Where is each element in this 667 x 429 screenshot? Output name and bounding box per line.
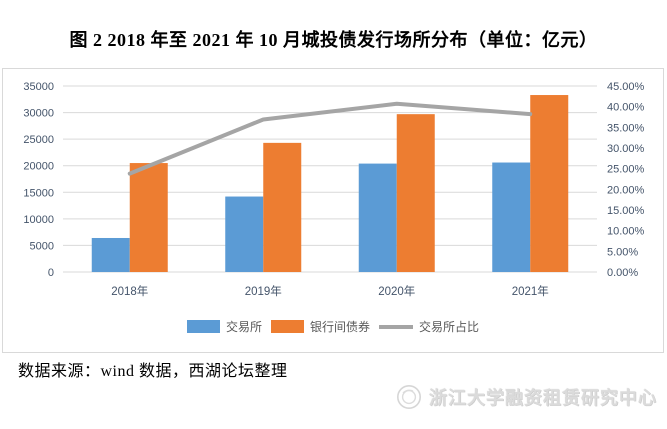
- left-axis-tick-label: 10000: [23, 214, 54, 226]
- left-axis-tick-label: 20000: [23, 161, 54, 173]
- right-axis-tick-label: 35.00%: [607, 122, 645, 134]
- right-axis-tick-label: 20.00%: [607, 184, 645, 196]
- data-source-note: 数据来源：wind 数据，西湖论坛整理: [18, 363, 288, 380]
- exchange-bar-swatch-icon: [186, 320, 220, 333]
- figure-title: 图 2 2018 年至 2021 年 10 月城投债发行场所分布（单位：亿元）: [69, 30, 598, 50]
- line-series-交易所占比: [127, 101, 533, 176]
- ratio-line-swatch-icon: [379, 324, 413, 329]
- x-axis-category-label: 2020年: [378, 284, 415, 298]
- interbank-bar-swatch-icon: [270, 320, 304, 333]
- legend-item-ratio: 交易所占比: [379, 318, 479, 335]
- bar-银行间债券-2021年: [530, 95, 569, 272]
- x-axis-category-label: 2019年: [245, 284, 282, 298]
- left-axis-tick-label: 30000: [23, 108, 54, 120]
- x-axis-category-label: 2018年: [111, 284, 148, 298]
- chart-plot: 0 5000 10000 15000 20000 25000 30000 35000 0.00%…: [23, 81, 645, 298]
- bar-交易所-2020年: [358, 163, 397, 272]
- legend-label: 银行间债券: [309, 320, 370, 334]
- bar-交易所-2021年: [492, 162, 531, 272]
- right-axis-tick-label: 40.00%: [607, 102, 645, 114]
- legend-label: 交易所占比: [419, 320, 480, 334]
- bar-交易所-2018年: [91, 237, 130, 272]
- left-axis-tick-label: 25000: [23, 134, 54, 146]
- bar-银行间债券-2019年: [263, 142, 302, 272]
- watermark-text: 浙江大学融资租赁研究中心: [429, 388, 657, 408]
- bar-交易所-2019年: [225, 196, 264, 272]
- bar-银行间债券-2018年: [129, 163, 168, 272]
- right-axis-tick-label: 45.00%: [607, 81, 645, 93]
- bar-银行间债券-2020年: [396, 114, 435, 272]
- x-axis-category-label: 2021年: [512, 284, 549, 298]
- left-axis-tick-label: 35000: [23, 81, 54, 93]
- legend-label: 交易所: [225, 320, 262, 334]
- watermark: 浙江大学融资租赁研究中心: [396, 384, 657, 410]
- left-axis-tick-label: 0: [48, 267, 54, 279]
- chart-legend: 交易所 银行间债券 交易所占比: [3, 318, 663, 335]
- right-axis-tick-label: 0.00%: [607, 267, 638, 279]
- legend-item-interbank: 银行间债券: [270, 318, 370, 335]
- right-axis-tick-label: 10.00%: [607, 226, 645, 238]
- chart-area: 0 5000 10000 15000 20000 25000 30000 35000 0.00%…: [2, 68, 664, 353]
- right-axis-tick-label: 5.00%: [607, 246, 638, 258]
- left-axis-tick-label: 15000: [23, 187, 54, 199]
- right-axis-tick-label: 25.00%: [607, 164, 645, 176]
- right-axis-tick-label: 15.00%: [607, 205, 645, 217]
- legend-item-exchange: 交易所: [186, 318, 262, 335]
- right-axis-tick-label: 30.00%: [607, 143, 645, 155]
- zju-center-logo-icon: [397, 385, 421, 409]
- left-axis-tick-label: 5000: [30, 240, 54, 252]
